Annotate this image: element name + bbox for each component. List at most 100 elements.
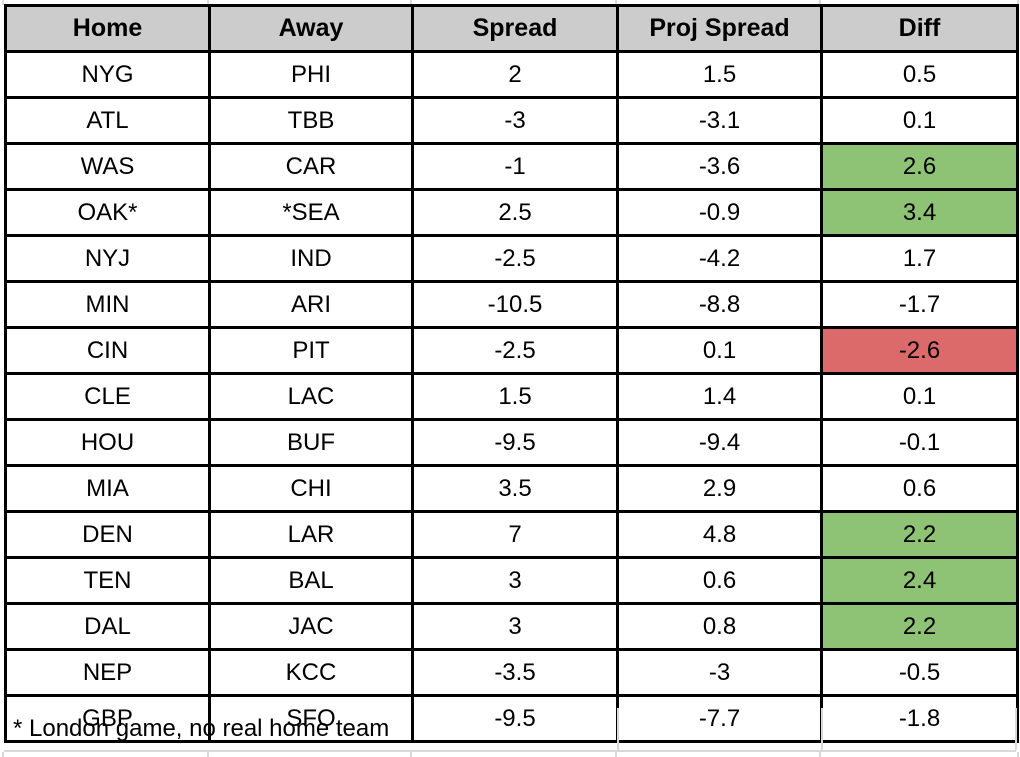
cell-diff[interactable]: 0.1	[820, 372, 1019, 421]
cell-home[interactable]: CIN	[4, 326, 211, 375]
table-header: Home Away Spread Proj Spread Diff	[4, 4, 1019, 53]
gridline	[821, 708, 823, 750]
footnote-row[interactable]: * London game, no real home team	[4, 708, 1017, 752]
gridline	[410, 752, 412, 757]
cell-spread[interactable]: -10.5	[411, 280, 619, 329]
cell-diff-highlighted-green[interactable]: 2.4	[820, 556, 1019, 605]
cell-away[interactable]: *SEA	[208, 188, 414, 237]
cell-diff-highlighted-green[interactable]: 3.4	[820, 188, 1019, 237]
cell-home[interactable]: HOU	[4, 418, 211, 467]
column-header-spread[interactable]: Spread	[411, 4, 619, 53]
cell-proj-spread[interactable]: 2.9	[616, 464, 823, 513]
cell-away[interactable]: PIT	[208, 326, 414, 375]
gridline	[617, 708, 619, 750]
cell-away[interactable]: BAL	[208, 556, 414, 605]
cell-diff[interactable]: 1.7	[820, 234, 1019, 283]
cell-away[interactable]: PHI	[208, 50, 414, 99]
cell-proj-spread[interactable]: -8.8	[616, 280, 823, 329]
cell-spread[interactable]: 1.5	[411, 372, 619, 421]
cell-proj-spread[interactable]: -9.4	[616, 418, 823, 467]
column-header-diff[interactable]: Diff	[820, 4, 1019, 53]
cell-spread[interactable]: 3	[411, 602, 619, 651]
cell-diff[interactable]: -1.8	[820, 694, 1019, 743]
table-row: NYG PHI 2 1.5 0.5	[4, 50, 1019, 99]
cell-proj-spread[interactable]: 1.5	[616, 50, 823, 99]
cell-spread[interactable]: -9.5	[411, 694, 619, 743]
cell-away[interactable]: KCC	[208, 648, 414, 697]
cell-proj-spread[interactable]: 4.8	[616, 510, 823, 559]
cell-home[interactable]: NYG	[4, 50, 211, 99]
cell-home[interactable]: DAL	[4, 602, 211, 651]
cell-home[interactable]: GBP	[4, 694, 211, 743]
cell-diff-highlighted-green[interactable]: 2.2	[820, 602, 1019, 651]
footnote-text: * London game, no real home team	[13, 715, 390, 742]
table-row: NYJ IND -2.5 -4.2 1.7	[4, 234, 1019, 283]
cell-home[interactable]: NYJ	[4, 234, 211, 283]
cell-proj-spread[interactable]: 1.4	[616, 372, 823, 421]
cell-spread[interactable]: 2	[411, 50, 619, 99]
cell-home[interactable]: ATL	[4, 96, 211, 145]
table-row: DAL JAC 3 0.8 2.2	[4, 602, 1019, 651]
cell-spread[interactable]: 3.5	[411, 464, 619, 513]
column-header-proj-spread[interactable]: Proj Spread	[616, 4, 823, 53]
gridline	[207, 0, 209, 5]
cell-spread[interactable]: -3.5	[411, 648, 619, 697]
cell-spread[interactable]: -3	[411, 96, 619, 145]
gridline	[615, 0, 617, 5]
cell-proj-spread[interactable]: -4.2	[616, 234, 823, 283]
cell-home[interactable]: MIA	[4, 464, 211, 513]
cell-diff-highlighted-green[interactable]: 2.2	[820, 510, 1019, 559]
cell-home[interactable]: CLE	[4, 372, 211, 421]
cell-proj-spread[interactable]: -0.9	[616, 188, 823, 237]
cell-home[interactable]: OAK*	[4, 188, 211, 237]
cell-proj-spread[interactable]: -3	[616, 648, 823, 697]
cell-home[interactable]: DEN	[4, 510, 211, 559]
gridline	[207, 752, 209, 757]
gridline	[615, 752, 617, 757]
header-row: Home Away Spread Proj Spread Diff	[4, 4, 1019, 53]
table-row: ATL TBB -3 -3.1 0.1	[4, 96, 1019, 145]
cell-home[interactable]: NEP	[4, 648, 211, 697]
cell-diff[interactable]: -1.7	[820, 280, 1019, 329]
table-row: OAK* *SEA 2.5 -0.9 3.4	[4, 188, 1019, 237]
cell-spread[interactable]: -2.5	[411, 234, 619, 283]
cell-diff[interactable]: 0.6	[820, 464, 1019, 513]
cell-away[interactable]: CHI	[208, 464, 414, 513]
cell-away[interactable]: JAC	[208, 602, 414, 651]
cell-proj-spread[interactable]: -7.7	[616, 694, 823, 743]
cell-proj-spread[interactable]: -3.6	[616, 142, 823, 191]
table-row: NEP KCC -3.5 -3 -0.5	[4, 648, 1019, 697]
cell-spread[interactable]: -9.5	[411, 418, 619, 467]
cell-diff[interactable]: 0.1	[820, 96, 1019, 145]
cell-proj-spread[interactable]: -3.1	[616, 96, 823, 145]
cell-diff[interactable]: -0.5	[820, 648, 1019, 697]
cell-home[interactable]: TEN	[4, 556, 211, 605]
cell-spread[interactable]: 3	[411, 556, 619, 605]
cell-spread[interactable]: 2.5	[411, 188, 619, 237]
cell-away[interactable]: LAC	[208, 372, 414, 421]
table-row: CIN PIT -2.5 0.1 -2.6	[4, 326, 1019, 375]
cell-diff-highlighted-red[interactable]: -2.6	[820, 326, 1019, 375]
cell-proj-spread[interactable]: 0.8	[616, 602, 823, 651]
cell-proj-spread[interactable]: 0.1	[616, 326, 823, 375]
cell-spread[interactable]: 7	[411, 510, 619, 559]
cell-spread[interactable]: -2.5	[411, 326, 619, 375]
cell-away[interactable]: CAR	[208, 142, 414, 191]
cell-diff[interactable]: 0.5	[820, 50, 1019, 99]
column-header-home[interactable]: Home	[4, 4, 211, 53]
cell-away[interactable]: IND	[208, 234, 414, 283]
cell-proj-spread[interactable]: 0.6	[616, 556, 823, 605]
cell-diff-highlighted-green[interactable]: 2.6	[820, 142, 1019, 191]
column-header-away[interactable]: Away	[208, 4, 414, 53]
cell-away[interactable]: SFO	[208, 694, 414, 743]
cell-away[interactable]: LAR	[208, 510, 414, 559]
cell-home[interactable]: MIN	[4, 280, 211, 329]
cell-away[interactable]: TBB	[208, 96, 414, 145]
cell-home[interactable]: WAS	[4, 142, 211, 191]
table-row: DEN LAR 7 4.8 2.2	[4, 510, 1019, 559]
cell-diff[interactable]: -0.1	[820, 418, 1019, 467]
cell-away[interactable]: BUF	[208, 418, 414, 467]
cell-away[interactable]: ARI	[208, 280, 414, 329]
cell-spread[interactable]: -1	[411, 142, 619, 191]
